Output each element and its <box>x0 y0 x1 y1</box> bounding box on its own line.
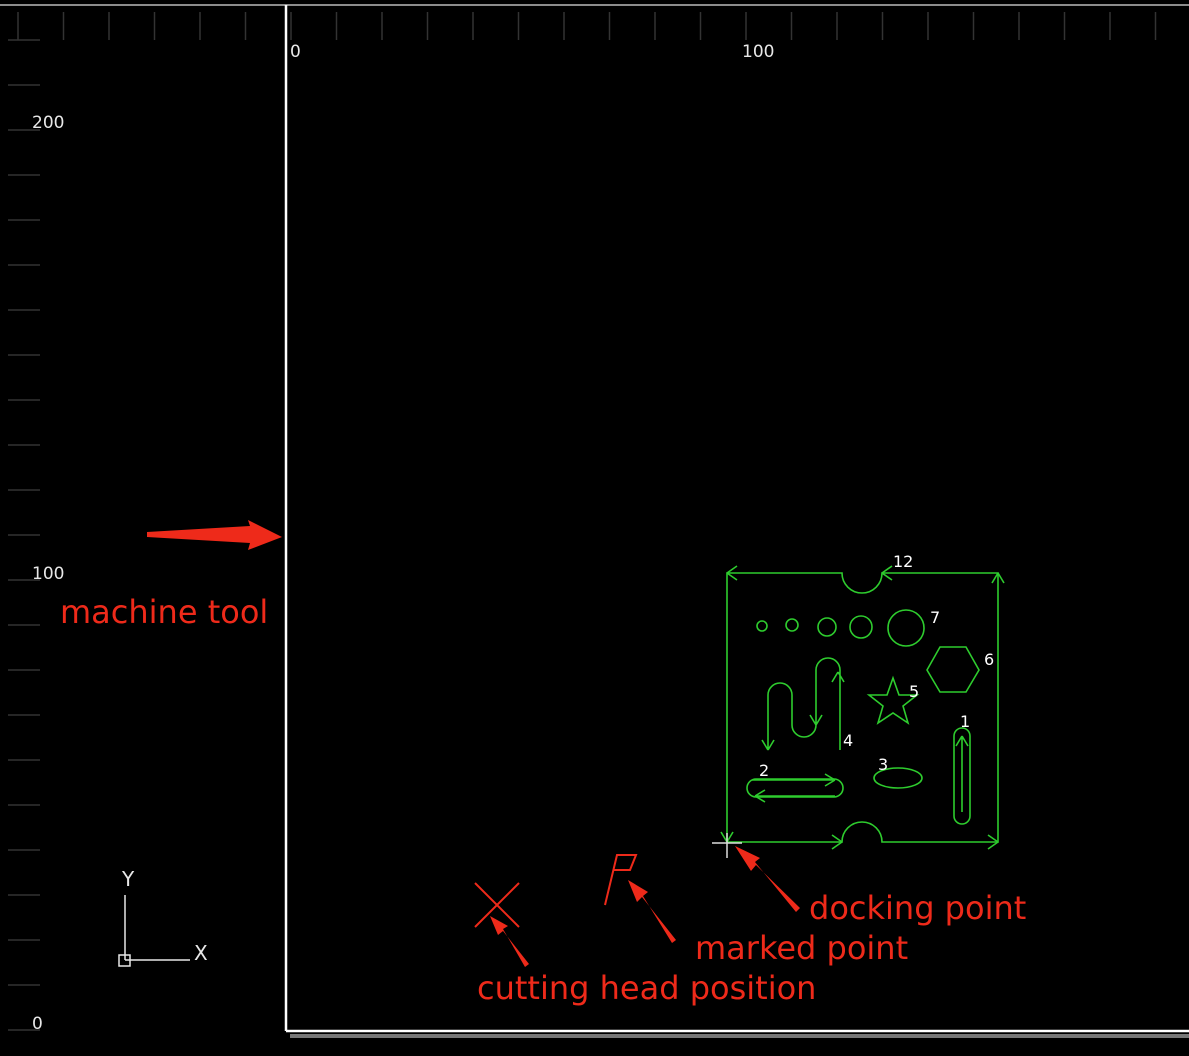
part: 12 7 6 5 1 4 3 2 <box>712 552 1005 858</box>
ruler-label: 100 <box>32 564 64 584</box>
ruler-label: 0 <box>32 1014 43 1034</box>
axis-icon: Y X <box>118 867 208 967</box>
part-label: 1 <box>960 712 970 731</box>
part-label: 12 <box>893 552 913 571</box>
annotation: cutting head position <box>477 969 816 1007</box>
rulers <box>8 12 1157 1031</box>
markers <box>474 854 638 928</box>
part-label: 4 <box>843 731 853 750</box>
part-label: 2 <box>759 761 769 780</box>
ruler-label: 0 <box>290 42 301 62</box>
axis-y: Y <box>121 867 135 891</box>
callout-arrows <box>147 520 800 967</box>
annotation: marked point <box>695 929 908 967</box>
part-label: 5 <box>909 682 919 701</box>
axis-x: X <box>194 941 208 965</box>
part-label: 3 <box>878 755 888 774</box>
part-label: 7 <box>930 608 940 627</box>
ruler-label: 200 <box>32 113 64 133</box>
ruler-label: 100 <box>742 42 774 62</box>
part-label: 6 <box>984 650 994 669</box>
annotation: machine tool <box>60 593 268 631</box>
annotation: docking point <box>809 889 1026 927</box>
